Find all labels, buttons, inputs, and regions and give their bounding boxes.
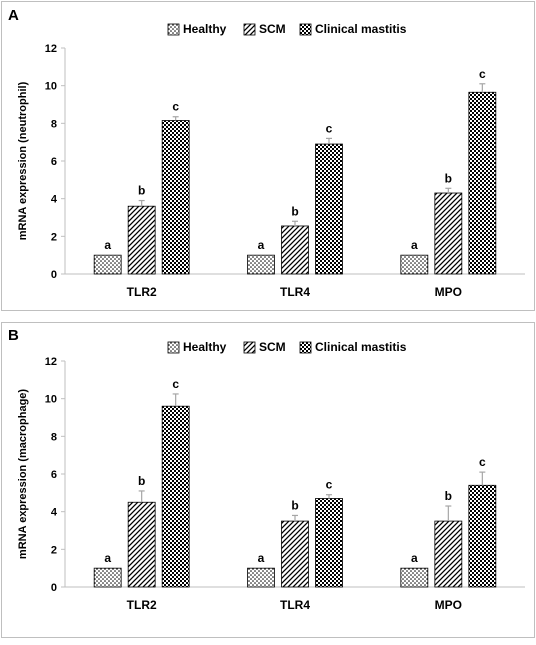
significance-label: c	[172, 100, 179, 114]
bar-dots-tlr2	[93, 567, 122, 588]
significance-label: b	[445, 171, 452, 185]
bar-checker-tlr2	[161, 120, 190, 275]
bar-dots-tlr4	[247, 567, 275, 588]
significance-label: c	[326, 121, 333, 135]
significance-label: b	[445, 489, 452, 503]
panel-label: A	[8, 7, 19, 24]
bar-diagonal-mpo	[434, 520, 463, 588]
significance-label: a	[258, 551, 265, 565]
y-tick-label: 12	[45, 43, 57, 55]
bar-group-mpo: a b c	[400, 455, 497, 588]
bar-diagonal-tlr2	[127, 205, 156, 275]
legend-label-diagonal: SCM	[259, 340, 286, 354]
panel-label: B	[8, 327, 19, 344]
significance-label: b	[291, 498, 298, 512]
y-tick-label: 6	[51, 469, 57, 481]
y-tick-label: 8	[51, 118, 57, 130]
bar-group-tlr4: a b c	[247, 121, 343, 275]
legend: Healthy SCM Clinical mastitis	[167, 22, 407, 36]
y-tick-label: 2	[51, 231, 57, 243]
bar-checker-mpo	[468, 91, 497, 275]
y-tick-label: 4	[51, 507, 58, 519]
diagonal-stripe-pattern-icon	[243, 341, 256, 354]
bar-checker-tlr4	[315, 143, 343, 275]
y-tick-label: 10	[45, 394, 57, 406]
legend-label-checker: Clinical mastitis	[315, 340, 407, 354]
y-tick-label: 0	[51, 269, 57, 281]
bar-group-tlr2: a b c	[93, 100, 190, 275]
x-tick-label-tlr2: TLR2	[127, 285, 157, 299]
y-tick-label: 4	[51, 194, 58, 206]
checker-pattern-icon	[299, 341, 312, 354]
bar-diagonal-tlr4	[281, 520, 309, 588]
bar-group-tlr2: a b c	[93, 377, 190, 588]
panel-frame	[1, 1, 535, 311]
legend-label-checker: Clinical mastitis	[315, 22, 407, 36]
legend-label-diagonal: SCM	[259, 22, 286, 36]
significance-label: a	[411, 238, 418, 252]
significance-label: b	[138, 474, 145, 488]
panel-frame	[1, 322, 535, 638]
significance-label: b	[138, 184, 145, 198]
dotted-pattern-icon	[167, 23, 180, 36]
bar-checker-tlr4	[315, 498, 343, 588]
chart-panel-a: A Healthy SCM Clinical mastitis 0 2 4 6 8 10 12 mRN…	[1, 1, 535, 311]
bar-dots-tlr2	[93, 254, 122, 275]
significance-label: c	[479, 67, 486, 81]
diagonal-stripe-pattern-icon	[243, 23, 256, 36]
bar-checker-tlr2	[161, 405, 190, 588]
x-tick-label-tlr2: TLR2	[127, 598, 157, 612]
y-axis-title: mRNA expression (macrophage)	[17, 389, 29, 559]
significance-label: c	[172, 377, 179, 391]
chart-panel-b: B Healthy SCM Clinical mastitis 0 2 4 6 8 10 12 mRN…	[1, 322, 535, 638]
significance-label: a	[411, 551, 418, 565]
x-tick-label-tlr4: TLR4	[280, 598, 310, 612]
checker-pattern-icon	[299, 23, 312, 36]
bar-diagonal-tlr4	[281, 225, 309, 275]
legend-label-dots: Healthy	[183, 340, 227, 354]
significance-label: c	[479, 455, 486, 469]
significance-label: c	[326, 478, 333, 492]
significance-label: b	[291, 204, 298, 218]
x-tick-label-tlr4: TLR4	[280, 285, 310, 299]
bar-checker-mpo	[468, 484, 497, 588]
legend: Healthy SCM Clinical mastitis	[167, 340, 407, 354]
bar-group-tlr4: a b c	[247, 478, 343, 588]
legend-label-dots: Healthy	[183, 22, 227, 36]
significance-label: a	[104, 238, 111, 252]
bar-diagonal-tlr2	[127, 501, 156, 588]
bar-dots-mpo	[400, 567, 429, 588]
y-tick-label: 6	[51, 156, 57, 168]
y-tick-label: 0	[51, 582, 57, 594]
significance-label: a	[258, 238, 265, 252]
x-tick-label-mpo: MPO	[435, 285, 462, 299]
significance-label: a	[104, 551, 111, 565]
bar-group-mpo: a b c	[400, 67, 497, 275]
x-tick-label-mpo: MPO	[435, 598, 462, 612]
y-tick-label: 2	[51, 544, 57, 556]
bar-dots-mpo	[400, 254, 429, 275]
y-tick-label: 10	[45, 81, 57, 93]
dotted-pattern-icon	[167, 341, 180, 354]
y-tick-label: 12	[45, 356, 57, 368]
y-axis-title: mRNA expression (neutrophil)	[17, 81, 29, 240]
bar-dots-tlr4	[247, 254, 275, 275]
bar-diagonal-mpo	[434, 192, 463, 275]
y-tick-label: 8	[51, 431, 57, 443]
